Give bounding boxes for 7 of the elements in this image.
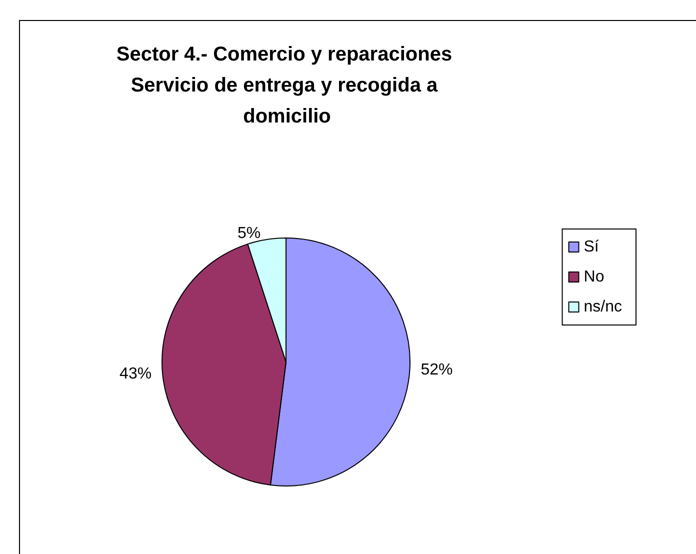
legend-label: No xyxy=(584,268,604,286)
legend-label: Sí xyxy=(584,238,600,256)
data-label: 43% xyxy=(120,366,152,383)
legend-label: ns/nc xyxy=(584,298,622,316)
chart-title: Sector 4.- Comercio y reparaciones Servicio de entrega y recogida a domicilio xyxy=(116,44,458,128)
data-label: 52% xyxy=(420,362,453,379)
data-label: 5% xyxy=(238,225,261,242)
